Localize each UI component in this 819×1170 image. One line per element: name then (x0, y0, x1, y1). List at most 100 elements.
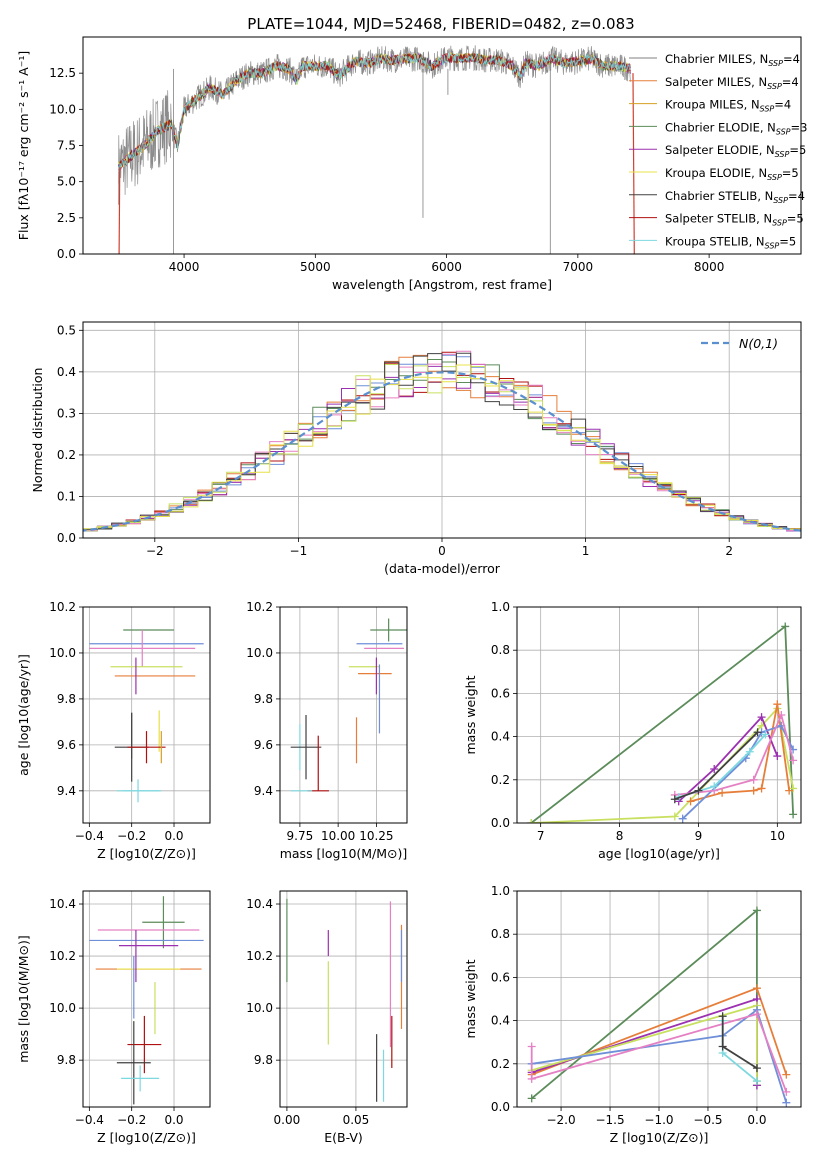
x-axis-label: wavelength [Angstrom, rest frame] (332, 277, 552, 292)
weight-marker (777, 711, 786, 719)
weight-marker (527, 1042, 536, 1051)
y-tick-label: 9.4 (57, 784, 76, 798)
x-axis-label: E(B-V) (324, 1130, 363, 1145)
weight-marker (670, 795, 679, 804)
x-axis-label: Z [log10(Z/Z⊙)] (610, 1130, 709, 1145)
figure-title: PLATE=1044, MJD=52468, FIBERID=0482, z=0… (247, 15, 634, 33)
spectrum-line (118, 52, 631, 173)
y-tick-label: 0.0 (57, 247, 76, 261)
y-axis-label: age [log10(age/yr)] (16, 654, 31, 776)
x-axis-label: (data-model)/error (384, 561, 501, 576)
x-tick-label: −0.4 (75, 1113, 104, 1127)
weight-marker (752, 1010, 761, 1019)
y-tick-label: 0.8 (491, 927, 510, 941)
y-tick-label: 10.0 (49, 1001, 76, 1015)
y-tick-label: 0.0 (491, 1100, 510, 1114)
spectrum-lines (118, 45, 635, 254)
legend-subscript: SSP (767, 173, 782, 182)
axes-frame (279, 890, 408, 1108)
legend-subscript: SSP (760, 105, 775, 114)
spectrum-line (118, 52, 631, 169)
y-tick-label: 0.1 (57, 489, 76, 503)
spectrum-line (118, 51, 631, 172)
legend-value: =4 (783, 52, 800, 66)
axes-frame (516, 890, 802, 1108)
legend-value: =4 (782, 75, 799, 89)
x-tick-label: −2 (146, 544, 164, 558)
y-tick-label: 0.8 (491, 643, 510, 657)
weight-vs-metallicity-plot: −2.0 −1.5 −1.0 −0.5 0.0 0.0 0.2 0.4 0.6 0.8 1.0 Z [… (463, 884, 802, 1145)
legend-label: Chabrier MILES, NSSP=4 (665, 52, 800, 68)
x-tick-label: 7000 (563, 260, 594, 274)
spectrum-line (118, 52, 631, 168)
y-tick-label: 0.2 (491, 1057, 510, 1071)
weight-marker (781, 622, 790, 631)
legend-subscript: SSP (765, 241, 780, 250)
y-axis-label: mass [log10(M/M⊙)] (16, 935, 31, 1063)
y-tick-label: 7.5 (57, 139, 76, 153)
legend-label: Salpeter MILES, NSSP=4 (665, 75, 799, 91)
y-tick-label: 0.0 (57, 531, 76, 545)
axes-frame (82, 321, 802, 539)
legend-label: Kroupa MILES, NSSP=4 (665, 98, 791, 114)
y-axis-label: mass weight (463, 675, 478, 754)
x-tick-label: 0.00 (274, 1113, 301, 1127)
x-tick-label: 8000 (694, 260, 725, 274)
spectrum-edge-right (632, 73, 635, 254)
weight-marker (670, 812, 679, 821)
legend-label: Salpeter ELODIE, NSSP=5 (665, 143, 806, 159)
mass-vs-metallicity-plot: −0.4 −0.2 0.0 9.8 10.0 10.2 10.4 Z [log10(Z/Z⊙)… (16, 890, 211, 1145)
weight-marker (718, 1042, 727, 1051)
y-tick-label: 5.0 (57, 175, 76, 189)
legend-label: N(0,1) (739, 336, 778, 351)
y-tick-label: 9.8 (254, 1053, 273, 1067)
weight-vs-age-plot: 7 8 9 10 0.0 0.2 0.4 0.6 0.8 1.0 age [log10(age/yr… (463, 600, 802, 861)
y-tick-label: 0.4 (491, 730, 510, 744)
y-tick-label: 0.2 (491, 773, 510, 787)
x-tick-label: 10 (770, 829, 785, 843)
weight-marker (782, 1098, 791, 1107)
x-tick-label: 10.25 (359, 829, 393, 843)
weight-line (530, 1013, 788, 1093)
weight-marker (678, 814, 687, 823)
y-tick-label: 9.4 (254, 784, 273, 798)
y-tick-label: 10.0 (49, 102, 76, 116)
y-tick-label: 0.4 (57, 365, 76, 379)
legend-value: =3 (791, 120, 808, 134)
x-axis-label: mass [log10(M/M⊙)] (280, 846, 408, 861)
legend-label: Salpeter STELIB, NSSP=5 (665, 212, 804, 228)
error-bars (286, 898, 403, 1102)
y-tick-label: 1.0 (491, 884, 510, 898)
weight-marker (745, 747, 754, 756)
x-tick-label: 9.75 (287, 829, 314, 843)
weight-lines (527, 906, 791, 1107)
spectrum-edge-left (118, 167, 121, 254)
y-tick-label: 10.0 (49, 646, 76, 660)
y-tick-label: 9.6 (57, 738, 76, 752)
gaussian-curve (83, 371, 801, 532)
y-tick-label: 10.2 (246, 949, 273, 963)
y-tick-label: 0.3 (57, 406, 76, 420)
x-tick-label: 0.0 (164, 1113, 183, 1127)
mass-vs-ebv-plot: 0.00 0.05 9.8 10.0 10.2 10.4 E(B-V) (246, 890, 408, 1145)
x-tick-label: 0.0 (747, 1113, 766, 1127)
x-tick-label: 6000 (431, 260, 462, 274)
weight-marker (752, 984, 761, 993)
y-tick-label: 1.0 (491, 600, 510, 614)
y-tick-label: 0.0 (491, 816, 510, 830)
y-tick-label: 10.4 (49, 897, 76, 911)
weight-marker (773, 700, 782, 709)
y-tick-label: 9.6 (254, 738, 273, 752)
legend-label: Chabrier ELODIE, NSSP=3 (665, 120, 807, 136)
weight-line (531, 1008, 788, 1103)
x-tick-label: 7 (537, 829, 545, 843)
spectrum-line (118, 52, 631, 168)
y-tick-label: 10.2 (246, 600, 273, 614)
weight-marker (752, 906, 761, 915)
weight-marker (761, 730, 770, 739)
weight-marker (785, 786, 794, 795)
x-tick-label: 2 (725, 544, 733, 558)
y-tick-label: 0.5 (57, 323, 76, 337)
y-tick-label: 12.5 (49, 66, 76, 80)
weight-marker (752, 1077, 761, 1086)
